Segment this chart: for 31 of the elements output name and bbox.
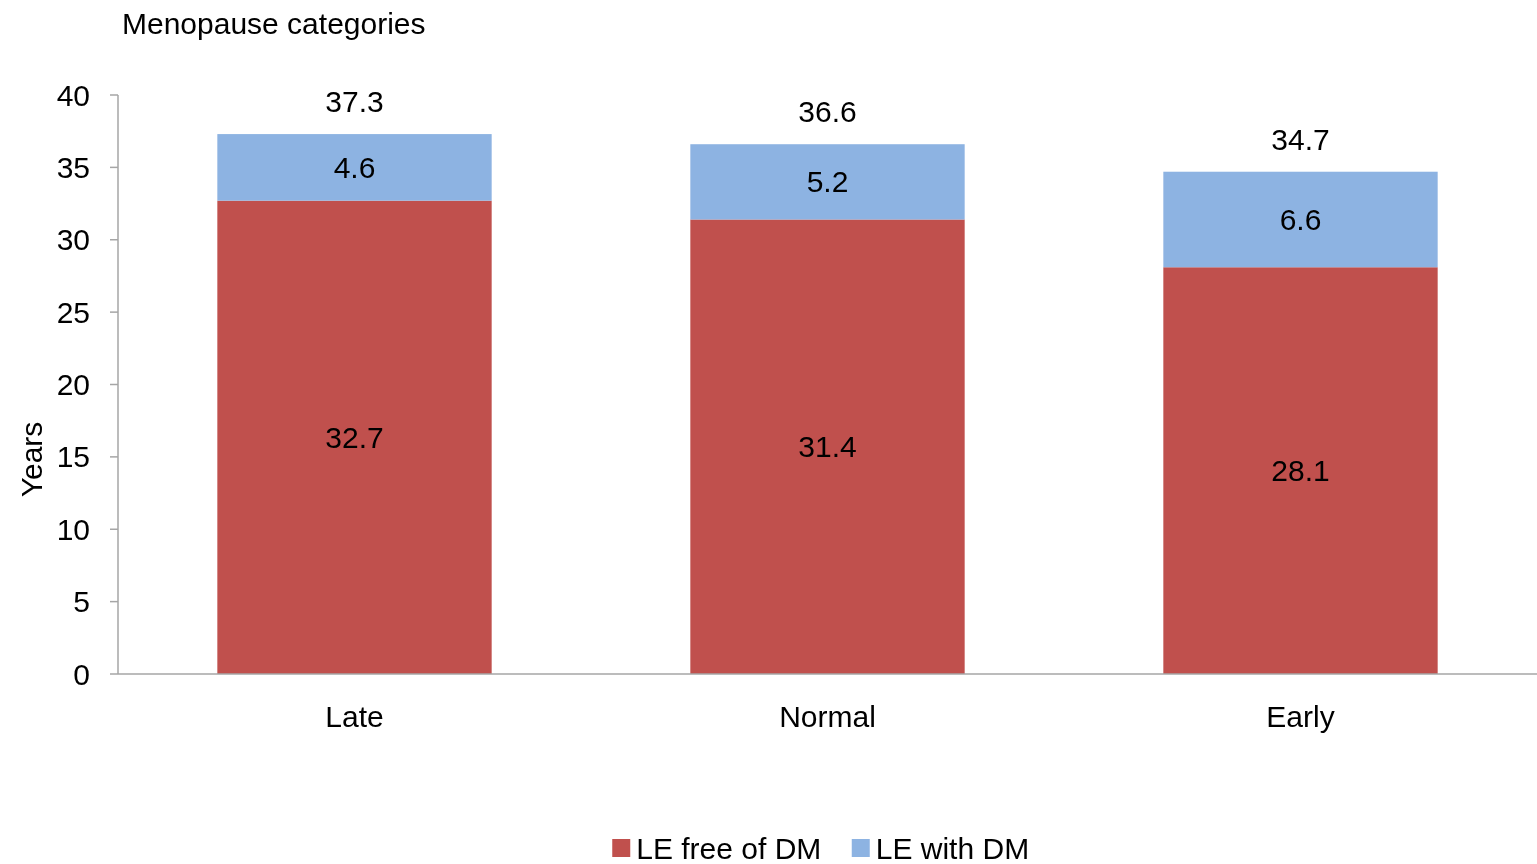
bar <box>217 134 492 201</box>
total-label: 34.7 <box>1271 122 1330 156</box>
total-label: 36.6 <box>798 95 857 129</box>
data-label: 28.1 <box>1271 454 1330 488</box>
y-tick-label: 25 <box>56 295 90 329</box>
data-label: 4.6 <box>333 150 376 184</box>
y-tick-label: 5 <box>73 585 90 619</box>
x-tick-label: Late <box>325 699 384 733</box>
bar <box>690 219 965 674</box>
y-tick-label: 35 <box>56 150 90 184</box>
bar <box>1163 267 1438 674</box>
y-tick-label: 30 <box>56 223 90 257</box>
total-label: 37.3 <box>325 85 384 119</box>
y-axis-title: Years <box>15 421 48 498</box>
data-label: 32.7 <box>325 420 384 454</box>
y-tick-label: 20 <box>56 368 90 401</box>
data-label: 5.2 <box>806 165 849 199</box>
legend-label: LE with DM <box>875 831 1030 864</box>
y-tick-label: 40 <box>56 78 90 112</box>
bar <box>1163 171 1438 268</box>
y-tick-label: 15 <box>56 440 90 474</box>
y-tick-label: 10 <box>56 512 90 546</box>
x-tick-label: Normal <box>779 699 876 733</box>
bar <box>690 144 965 220</box>
x-tick-label: Early <box>1266 699 1335 733</box>
chart-title: Menopause categories <box>122 7 426 40</box>
data-label: 6.6 <box>1279 202 1322 236</box>
bar <box>217 200 492 674</box>
y-tick-label: 0 <box>73 657 90 691</box>
legend-label: LE free of DM <box>636 831 822 864</box>
data-label: 31.4 <box>798 430 857 464</box>
